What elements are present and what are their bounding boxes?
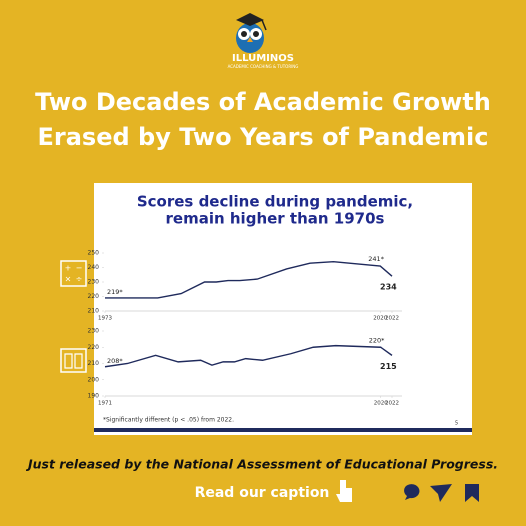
comment-icon[interactable] <box>404 484 420 500</box>
math-icon: + − × ÷ <box>60 260 87 287</box>
value-label: 219* <box>107 288 123 296</box>
x-tick-label: 1973 <box>98 316 112 322</box>
y-tick-label: 240 <box>88 264 100 271</box>
data-line <box>105 260 393 299</box>
value-label: 220* <box>369 336 385 344</box>
slide-bar <box>94 428 472 432</box>
page-number: 5 <box>455 421 458 427</box>
value-label: 234 <box>380 283 397 292</box>
value-label: 215 <box>380 362 397 371</box>
data-line <box>104 344 393 368</box>
logo-owl <box>236 13 267 53</box>
caption: Just released by the National Assessment… <box>25 457 498 472</box>
headline: Two Decades of Academic Growth <box>35 88 491 116</box>
y-tick-label: 230 <box>88 328 100 335</box>
brand-name: ILLUMINOS <box>232 53 294 64</box>
x-tick-label: 2022 <box>385 316 399 322</box>
y-tick-label: 210 <box>88 308 100 315</box>
svg-text:−: − <box>76 264 83 273</box>
y-tick-label: 230 <box>88 279 100 286</box>
y-tick-label: 220 <box>88 344 100 351</box>
headline: Erased by Two Years of Pandemic <box>37 123 488 151</box>
x-tick-label: 2022 <box>385 401 399 407</box>
share-icon[interactable] <box>430 484 452 502</box>
x-tick-label: 2020 <box>373 316 387 322</box>
pointer-icon <box>336 480 352 502</box>
slide-title: Scores decline during pandemic, <box>137 193 413 211</box>
cta[interactable]: Read our caption <box>195 485 330 501</box>
y-tick-label: 250 <box>88 250 100 257</box>
slide-title: remain higher than 1970s <box>166 210 385 228</box>
svg-text:×: × <box>65 275 72 284</box>
svg-text:÷: ÷ <box>76 275 83 284</box>
footnote: *Significantly different (p < .05) from … <box>103 417 234 424</box>
y-tick-label: 190 <box>88 393 100 400</box>
slide <box>94 183 472 435</box>
brand-tagline: ACADEMIC COACHING & TUTORING <box>228 64 299 69</box>
value-label: 241* <box>368 255 384 263</box>
reading-icon <box>60 348 87 373</box>
y-tick-label: 200 <box>88 376 100 383</box>
save-icon[interactable] <box>465 484 479 502</box>
y-tick-label: 220 <box>88 293 100 300</box>
y-tick-label: 210 <box>88 360 100 367</box>
x-tick-label: 1971 <box>98 401 112 407</box>
value-label: 208* <box>107 357 123 365</box>
x-tick-label: 2020 <box>374 401 388 407</box>
svg-text:+: + <box>65 264 72 273</box>
